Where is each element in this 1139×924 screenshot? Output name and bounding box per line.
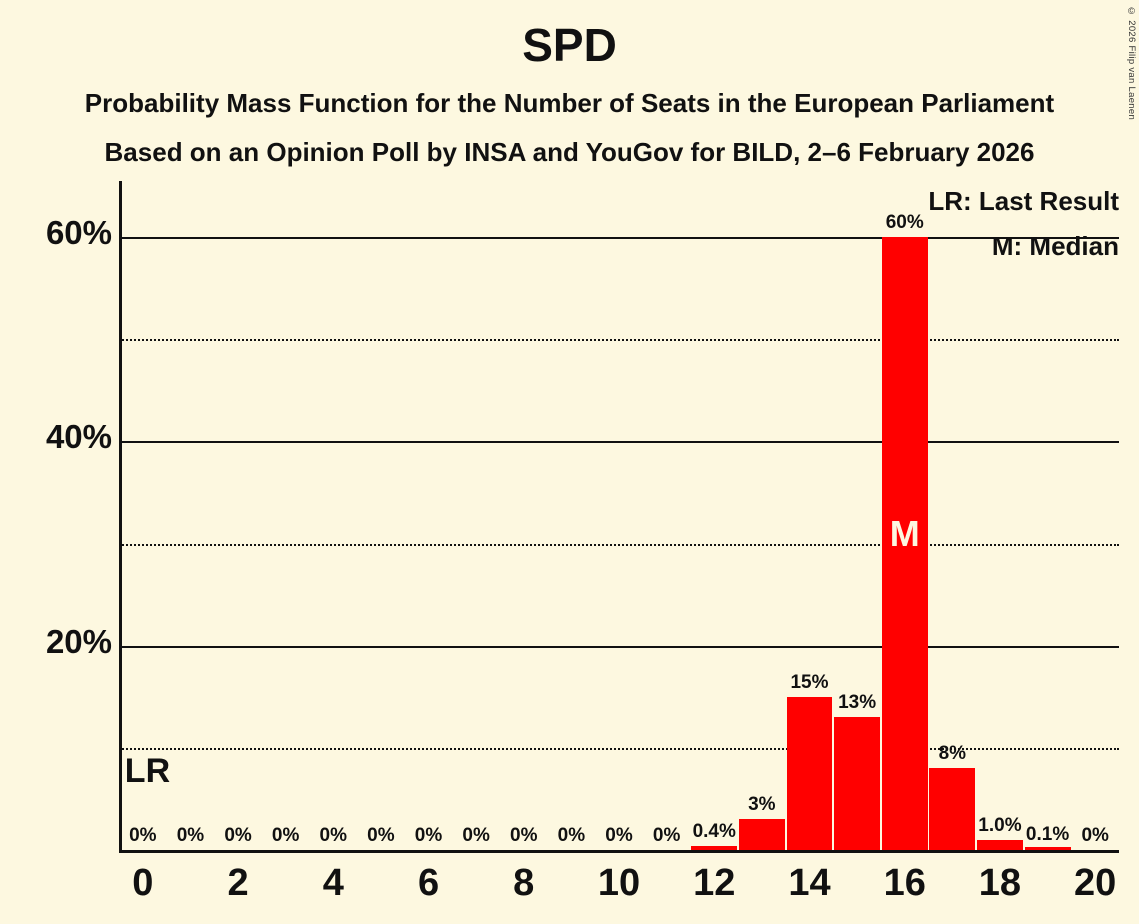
- bar-value-label: 15%: [790, 671, 829, 693]
- bar-value-label: 13%: [838, 692, 877, 714]
- last-result-marker: LR: [124, 751, 171, 790]
- gridline-major: [119, 441, 1119, 444]
- y-axis-line: [119, 181, 122, 853]
- gridline-minor: [119, 747, 1119, 750]
- bar-value-label: 1.0%: [978, 814, 1022, 836]
- bar-value-label: 0%: [367, 825, 395, 846]
- bar-value-label: 0%: [605, 825, 633, 846]
- bar-value-label: 0%: [224, 825, 252, 846]
- median-marker: M: [889, 513, 920, 555]
- bar-value-label: 0%: [319, 825, 348, 846]
- x-axis-tick-label: 12: [693, 862, 736, 904]
- bar-value-label: 0%: [414, 825, 443, 846]
- x-axis-tick-label: 2: [227, 862, 249, 904]
- bar-value-label: 0%: [271, 825, 300, 846]
- x-axis-line: [119, 850, 1119, 853]
- bar-value-label: 0.4%: [692, 820, 736, 842]
- bar-value-label: 0%: [1081, 825, 1109, 846]
- x-axis-tick-label: 16: [883, 862, 926, 904]
- bar: [738, 819, 785, 850]
- copyright-notice: © 2026 Filip van Laenen: [1126, 6, 1137, 121]
- bar-value-label: 0%: [462, 825, 490, 846]
- bar: [1024, 847, 1071, 850]
- page-title: SPD: [522, 19, 617, 71]
- x-axis-tick-label: 20: [1074, 862, 1117, 904]
- y-axis-tick-label: 40%: [45, 418, 112, 456]
- bar: [929, 768, 976, 850]
- x-axis-tick-label: 4: [322, 862, 344, 904]
- x-axis-labels: 0 2 4 6 8 10 12 14 16 18 20: [119, 862, 1119, 918]
- x-axis-tick-label: 0: [132, 862, 154, 904]
- gridline-major: [119, 645, 1119, 648]
- bar: [976, 839, 1023, 850]
- bar: [834, 717, 881, 850]
- bar-value-label: 8%: [938, 743, 967, 765]
- chart-subtitle: Probability Mass Function for the Number…: [84, 88, 1055, 118]
- bar: [786, 696, 833, 850]
- y-axis-labels: 20% 40% 60%: [0, 181, 112, 853]
- gridline-minor: [119, 543, 1119, 546]
- bar-value-label: 0%: [557, 825, 586, 846]
- bar-value-label: 0%: [510, 825, 538, 846]
- x-axis-tick-label: 10: [597, 862, 641, 904]
- y-axis-tick-label: 60%: [45, 214, 112, 251]
- x-axis-tick-label: 14: [788, 862, 831, 904]
- bar-value-label: 0%: [129, 825, 157, 846]
- x-axis-tick-label: 6: [417, 862, 440, 904]
- bar-value-label: 3%: [748, 794, 776, 816]
- x-axis-tick-label: 8: [513, 862, 535, 904]
- bar-value-label: 60%: [885, 212, 924, 233]
- x-axis-tick-label: 18: [978, 862, 1022, 904]
- bar-value-label: 0%: [652, 825, 681, 846]
- legend-last-result: LR: Last Result: [928, 186, 1119, 216]
- bar: [691, 845, 738, 850]
- bar: [881, 237, 928, 850]
- bar-value-label: 0%: [176, 825, 205, 846]
- gridline-minor: [119, 339, 1119, 342]
- bar-value-label: 0.1%: [1025, 823, 1070, 845]
- chart-source-line: Based on an Opinion Poll by INSA and You…: [104, 137, 1035, 167]
- plot-area: 0% 0% 0% 0% 0% 0% 0% 0% 0% 0% 0% 0% 0.4% 3% 15% 13% 60% 8…: [119, 181, 1119, 853]
- gridline-major: [119, 237, 1119, 239]
- y-axis-tick-label: 20%: [45, 622, 112, 660]
- legend-median: M: Median: [991, 231, 1119, 261]
